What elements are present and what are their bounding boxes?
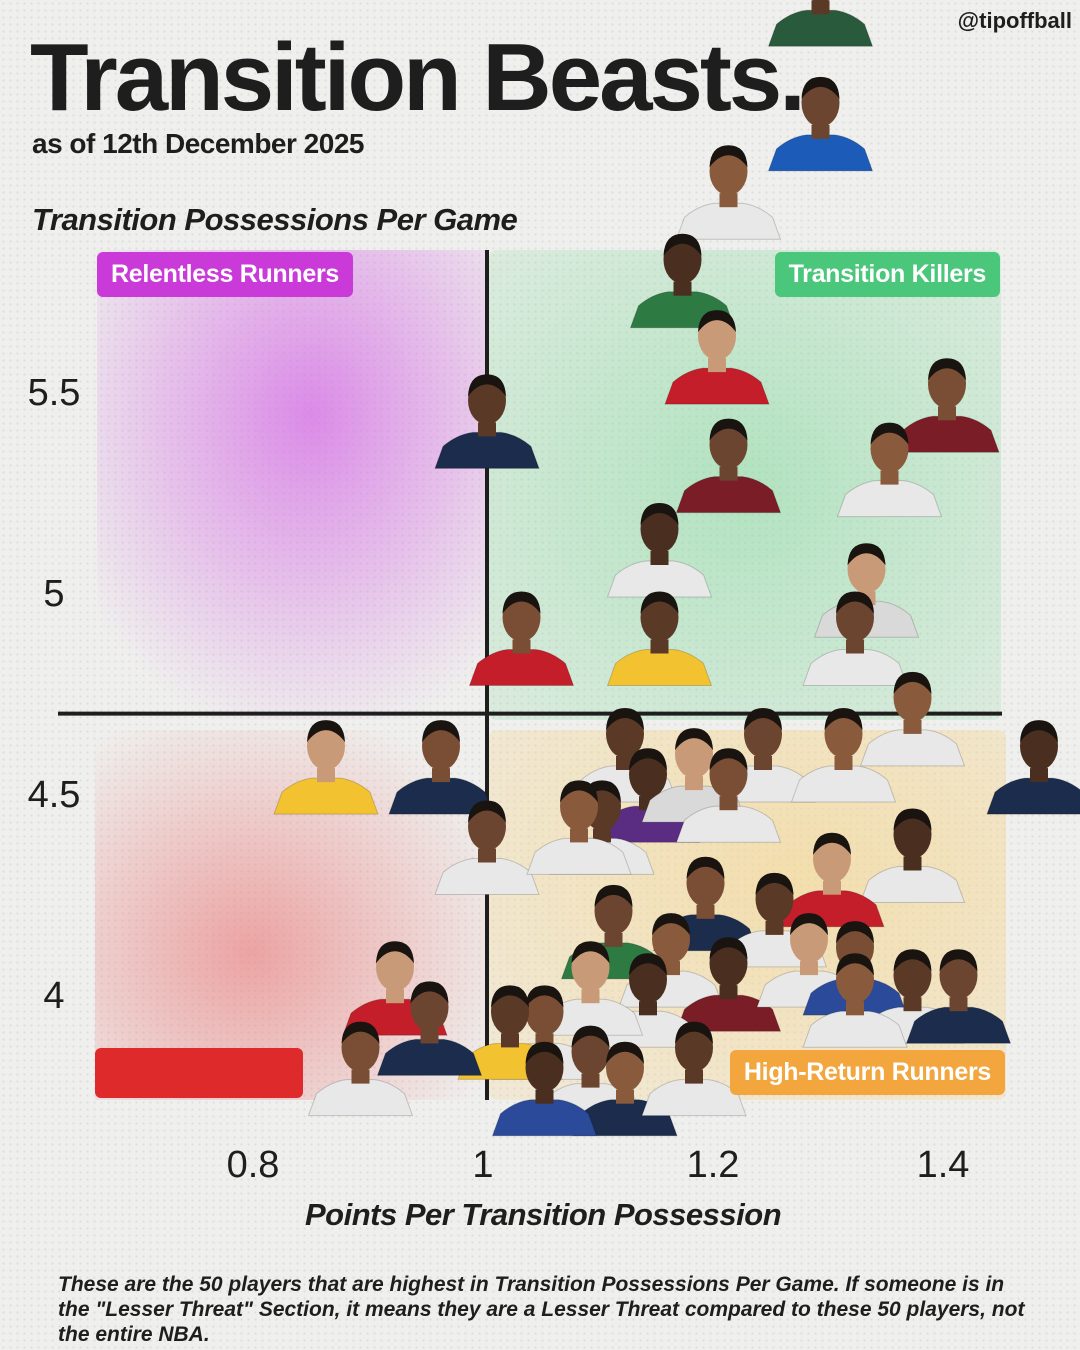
player-headshot-point [641, 1021, 747, 1117]
player-headshot-point [675, 145, 782, 240]
player-headshot-point [790, 708, 897, 803]
y-tick-label: 4.5 [28, 774, 81, 816]
player-headshot-point [859, 671, 966, 767]
player-headshot-point [894, 358, 1000, 453]
player-headshot-point [767, 76, 874, 172]
y-axis-label: Transition Possessions Per Game [32, 202, 518, 237]
footnote: These are the 50 players that are highes… [58, 1273, 1025, 1347]
player-headshot-point [802, 953, 908, 1048]
player-headshot-point [537, 941, 644, 1036]
player-headshot-point [675, 748, 782, 843]
page-subtitle: as of 12th December 2025 [32, 128, 364, 159]
player-headshot-point [434, 800, 540, 895]
player-headshot-point [675, 418, 782, 514]
x-tick-label: 1.4 [917, 1144, 970, 1186]
page-title: Transition Beasts. [30, 24, 806, 131]
player-headshot-point [376, 981, 483, 1076]
player-headshot-point [606, 503, 713, 598]
player-headshot-point [606, 591, 713, 686]
player-headshot-point [802, 591, 908, 686]
x-tick-label: 1 [472, 1144, 493, 1186]
quadrant-label-lesser-threat [95, 1048, 303, 1098]
x-axis-label: Points Per Transition Possession [305, 1197, 782, 1232]
player-headshot-point [905, 949, 1012, 1044]
y-tick-label: 4 [43, 975, 64, 1017]
player-headshot-point [526, 780, 632, 875]
quadrant-label-relentless-runners: Relentless Runners [97, 252, 354, 297]
y-tick-label: 5 [43, 573, 64, 615]
player-headshot-point [307, 1021, 414, 1117]
player-headshot-point [836, 422, 943, 518]
y-tick-label: 5.5 [28, 372, 81, 414]
x-tick-label: 1.2 [687, 1144, 740, 1186]
player-headshot-point [388, 720, 494, 815]
player-headshot-point [468, 591, 575, 686]
player-headshot-point [664, 310, 770, 405]
player-headshot-point [859, 808, 966, 903]
player-headshot-point [986, 720, 1080, 815]
player-headshot-point [491, 1041, 598, 1137]
player-headshot-point [434, 374, 540, 469]
quadrant-bg-top-left [97, 250, 485, 720]
brand-handle: @tipoffball [957, 8, 1072, 33]
x-tick-label: 0.8 [227, 1144, 280, 1186]
player-headshot-point [767, 0, 874, 47]
quadrant-label-high-return-runners: High-Return Runners [729, 1050, 1005, 1095]
quadrant-label-transition-killers: Transition Killers [774, 252, 1000, 297]
player-headshot-point [273, 720, 379, 815]
